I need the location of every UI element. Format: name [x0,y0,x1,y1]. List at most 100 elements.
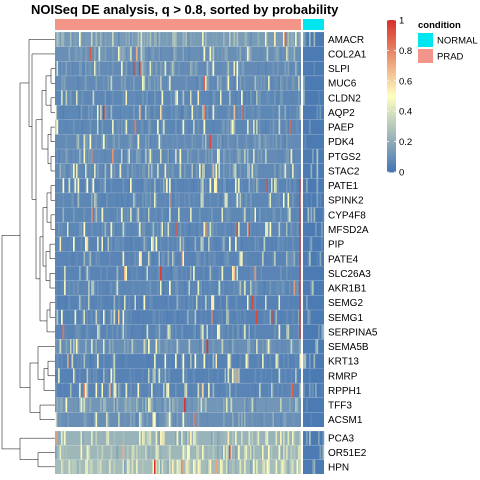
heatmap-cell [193,266,195,281]
heatmap-cell [137,222,140,237]
heatmap-cell [173,32,176,47]
heatmap-cell [146,295,149,310]
color-scale-segment [387,70,396,74]
heatmap-cell [155,134,158,150]
heatmap-cell [269,309,272,325]
heatmap-cell [169,412,171,427]
heatmap-cell [64,266,66,281]
heatmap-cell [161,61,164,76]
heatmap-cell [221,397,224,413]
heatmap-cell [250,105,252,120]
heatmap-cell [184,75,186,91]
heatmap-cell [224,32,227,47]
heatmap-cell [119,178,122,193]
heatmap-cell [131,222,134,237]
heatmap-cell [312,280,314,296]
heatmap-cell [173,397,176,413]
heatmap-cell [236,295,239,310]
heatmap-cell [77,163,80,179]
heatmap-cell [152,445,155,460]
heatmap-cell [232,339,234,354]
heatmap-cell [184,46,186,62]
heatmap-cell [284,134,287,150]
heatmap-cell [134,295,137,310]
heatmap-cell [202,105,204,120]
heatmap-cell [193,309,195,325]
heatmap-cell [247,353,249,369]
heatmap-cell [176,397,179,413]
heatmap-cell [299,236,301,252]
heatmap-cell [154,459,156,474]
color-scale-segment [387,88,396,92]
heatmap-row-cyp4f8 [55,207,325,223]
heatmap-cell [80,295,83,310]
heatmap-cell [238,149,240,164]
heatmap-cell [106,178,108,193]
heatmap-cell [172,178,174,193]
heatmap-cell [164,61,167,76]
heatmap-cell [110,207,113,223]
heatmap-cell [272,178,275,193]
heatmap-cell [197,383,200,398]
heatmap-cell [80,149,83,164]
heatmap-cell [190,266,192,281]
heatmap-cell [224,61,227,76]
color-scale-segment [387,68,396,72]
heatmap-cell [221,324,224,340]
color-scale-segment [387,52,396,56]
condition-annotation-bar [55,19,324,30]
heatmap-cell [62,207,65,223]
heatmap-cell [239,105,242,120]
heatmap-cell [76,353,78,369]
heatmap-cell [202,324,204,340]
heatmap-cell [233,280,236,296]
heatmap-cell [224,178,227,193]
heatmap-cell [223,324,225,340]
heatmap-cell [281,383,284,398]
heatmap-cell [107,134,110,150]
heatmap-cell [281,149,284,164]
heatmap-cell [91,368,93,384]
heatmap-cell [68,222,71,237]
heatmap-cell [166,75,168,91]
column-group-gap [301,32,303,474]
heatmap-cell [179,431,182,446]
heatmap-cell [76,61,78,76]
heatmap-cell [98,459,101,474]
heatmap-cell [142,445,144,460]
heatmap-cell [229,163,231,179]
heatmap-cell [290,383,293,398]
heatmap-cell [254,90,257,106]
heatmap-cell [139,251,141,267]
heatmap-cell [203,105,206,120]
heatmap-cell [202,178,204,193]
heatmap-cell [67,412,69,427]
heatmap-cell [86,324,89,340]
heatmap-cell [184,383,186,398]
heatmap-cell [260,412,263,427]
heatmap-cell [58,368,60,384]
heatmap-cell [122,412,125,427]
heatmap-cell [70,149,72,164]
heatmap-cell [247,339,249,354]
heatmap-cell [209,178,212,193]
heatmap-cell [316,192,319,208]
heatmap-cell [83,32,86,47]
heatmap-cell [197,178,200,193]
heatmap-cell [187,309,189,325]
heatmap-cell [212,46,215,62]
heatmap-cell [112,295,114,310]
heatmap-cell [214,163,216,179]
heatmap-cell [299,222,301,237]
heatmap-cell [92,192,95,208]
heatmap-cell [106,90,108,106]
heatmap-cell [95,207,98,223]
heatmap-cell [190,383,192,398]
heatmap-cell [284,192,287,208]
heatmap-cell [173,251,176,267]
heatmap-cell [321,383,323,398]
heatmap-cell [145,178,147,193]
heatmap-cell [149,149,152,164]
heatmap-cell [148,251,150,267]
heatmap-cell [161,119,164,135]
